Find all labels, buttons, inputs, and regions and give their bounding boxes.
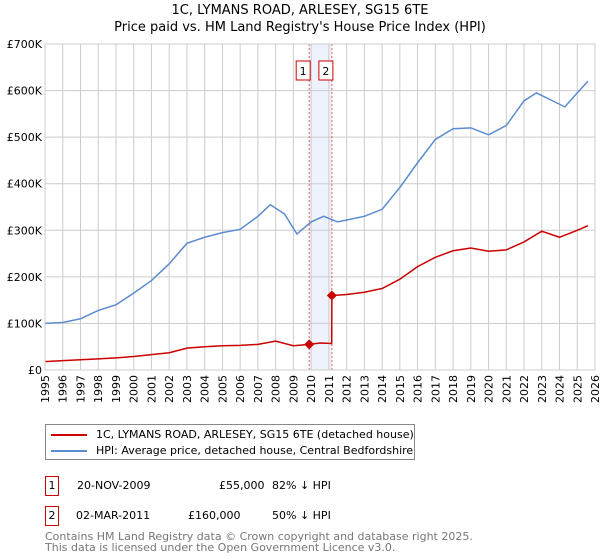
transaction-span-shade (309, 44, 332, 370)
y-tick-label: £0 (28, 364, 42, 377)
transaction-label-box (295, 60, 311, 81)
y-tick-label: £700K (7, 38, 43, 51)
transaction-label: 2 (322, 65, 329, 78)
legend: 1C, LYMANS ROAD, ARLESEY, SG15 6TE (deta… (45, 424, 415, 460)
y-tick-label: £600K (7, 85, 43, 98)
x-tick-label: 2021 (500, 375, 513, 403)
x-tick-label: 2025 (571, 375, 584, 403)
sale-point-marker (326, 290, 337, 301)
x-tick-label: 2026 (589, 375, 600, 403)
x-tick-label: 2009 (287, 375, 300, 403)
y-tick-label: £100K (7, 317, 43, 330)
footer: Contains HM Land Registry data © Crown c… (45, 531, 473, 553)
legend-label: 1C, LYMANS ROAD, ARLESEY, SG15 6TE (deta… (96, 428, 414, 441)
hpi-diff: 82% ↓ HPI (272, 479, 331, 492)
y-tick-label: £400K (7, 178, 43, 191)
x-tick-label: 2017 (429, 375, 442, 403)
price: £55,000 (219, 479, 265, 492)
x-tick-label: 2002 (163, 375, 176, 403)
sale-point-marker (304, 339, 315, 350)
x-tick-label: 2018 (447, 375, 460, 403)
series-line (44, 80, 589, 325)
x-tick-label: 2019 (465, 375, 478, 403)
x-tick-label: 2022 (518, 375, 531, 403)
x-tick-label: 2016 (412, 375, 425, 403)
x-tick-label: 1999 (110, 375, 123, 403)
x-tick-label: 2015 (394, 375, 407, 403)
date: 20-NOV-2009 (77, 479, 151, 492)
y-tick-label: £500K (7, 131, 43, 144)
x-tick-label: 2007 (252, 375, 265, 403)
x-tick-label: 2003 (181, 375, 194, 403)
legend-item-hpi: HPI: Average price, detached house, Cent… (51, 444, 413, 457)
x-tick-label: 2006 (234, 375, 247, 403)
date: 02-MAR-2011 (76, 509, 151, 522)
chart-title: 1C, LYMANS ROAD, ARLESEY, SG15 6TE (171, 3, 429, 18)
x-tick-label: 1995 (39, 375, 52, 403)
transaction-label-box (318, 60, 334, 81)
x-tick-label: 1997 (74, 375, 87, 403)
x-tick-label: 2004 (199, 375, 212, 403)
blue-line-swatch (51, 449, 87, 452)
x-tick-label: 2001 (145, 375, 158, 403)
plot-border (44, 43, 596, 371)
x-tick-label: 2014 (376, 375, 389, 403)
x-tick-label: 2005 (216, 375, 229, 403)
transaction-row: 2 02-MAR-2011 £160,000 50% ↓ HPI (45, 506, 445, 526)
x-tick-label: 2012 (341, 375, 354, 403)
x-tick-label: 1996 (57, 375, 70, 403)
transaction-row: 1 20-NOV-2009 £55,000 82% ↓ HPI (45, 476, 445, 496)
price: £160,000 (188, 509, 241, 522)
copyright-text: Contains HM Land Registry data © Crown c… (45, 530, 473, 543)
x-tick-label: 1998 (92, 375, 105, 403)
legend-label: HPI: Average price, detached house, Cent… (96, 444, 414, 457)
price-chart: 1995 1996 1997 1998 1999 2000 2001 2002 2003 2004… (7, 38, 600, 403)
transaction-label: 1 (300, 65, 307, 78)
x-tick-label: 2024 (554, 375, 567, 403)
x-tick-label: 2011 (323, 375, 336, 403)
x-tick-label: 2010 (305, 375, 318, 403)
marker-badge: 2 (45, 506, 59, 526)
chart-subtitle: Price paid vs. HM Land Registry's House … (114, 20, 486, 35)
x-tick-label: 2000 (128, 375, 141, 403)
series-line (44, 224, 589, 363)
hpi-diff: 50% ↓ HPI (272, 509, 331, 522)
y-tick-label: £200K (7, 271, 43, 284)
y-tick-label: £300K (7, 224, 43, 237)
legend-item-property: 1C, LYMANS ROAD, ARLESEY, SG15 6TE (deta… (51, 428, 414, 441)
x-tick-label: 2008 (270, 375, 283, 403)
x-tick-label: 2013 (358, 375, 371, 403)
x-tick-label: 2020 (483, 375, 496, 403)
red-line-swatch (51, 433, 87, 436)
licence-text: This data is licensed under the Open Gov… (45, 541, 396, 554)
marker-badge: 1 (45, 476, 59, 496)
x-tick-label: 2023 (536, 375, 549, 403)
